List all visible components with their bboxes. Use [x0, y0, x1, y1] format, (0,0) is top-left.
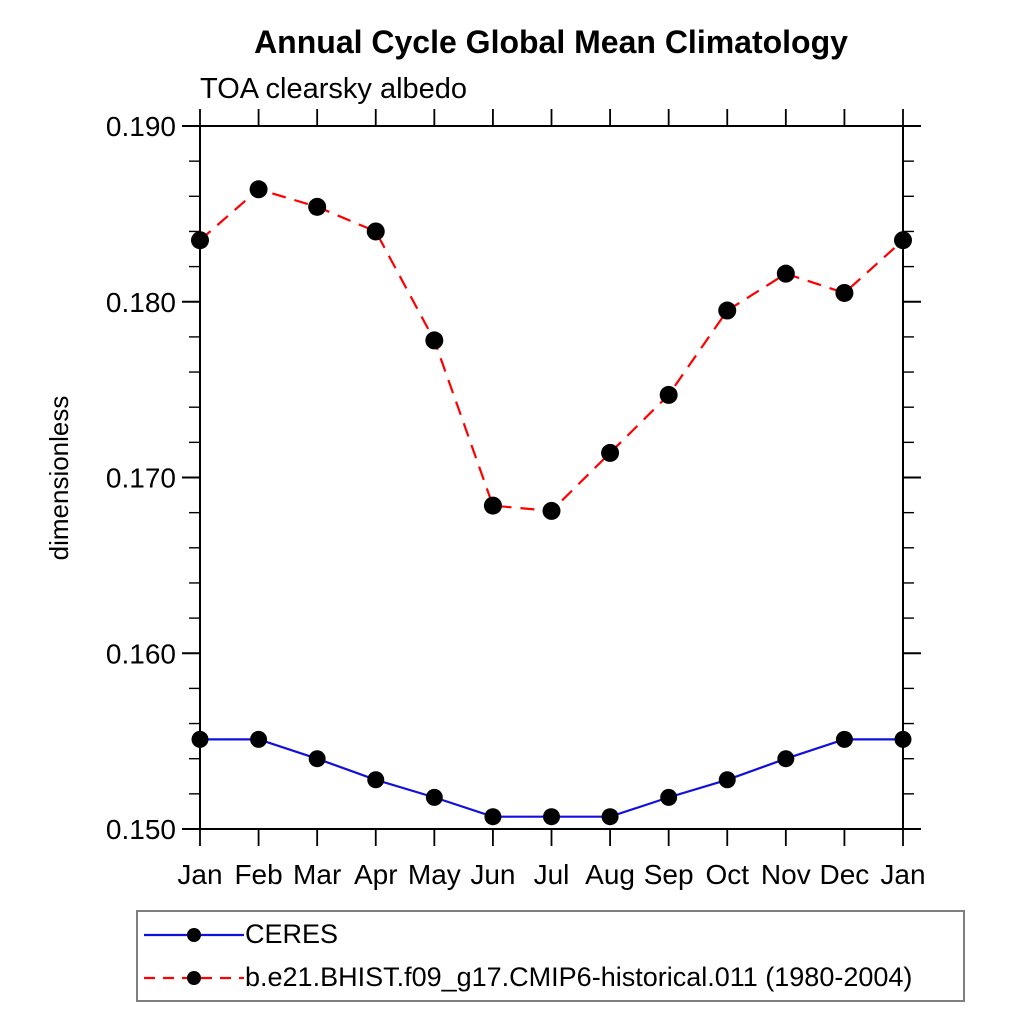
data-point-marker [601, 808, 619, 826]
data-point-marker [718, 771, 736, 789]
data-point-marker [894, 231, 912, 250]
series-line-model [199, 188, 904, 513]
data-point-marker [191, 231, 209, 250]
data-point-marker [601, 443, 620, 462]
data-point-marker [308, 197, 327, 216]
x-tick-label: Apr [354, 859, 398, 890]
data-series [191, 180, 912, 826]
y-tick-label: 0.150 [106, 814, 176, 845]
data-point-marker [718, 301, 737, 320]
x-tick-label: Dec [820, 859, 870, 890]
data-point-marker [660, 788, 678, 806]
x-tick-label: Jan [177, 859, 222, 890]
y-tick-label: 0.160 [106, 638, 176, 669]
x-tick-label: Mar [293, 859, 341, 890]
data-point-marker [542, 501, 561, 520]
data-point-marker [835, 283, 854, 302]
axes: Jan Feb Mar Apr May Jun Jul Aug Sep Oct Nov Dec Jan0… [106, 109, 926, 890]
ceres-line-sample-icon [144, 927, 244, 942]
y-axis-label: dimensionless [44, 396, 74, 561]
data-point-marker [776, 264, 795, 283]
chart-title: Annual Cycle Global Mean Climatology [254, 24, 848, 60]
x-tick-label: Nov [761, 859, 811, 890]
data-point-marker [425, 788, 443, 806]
data-point-marker [483, 496, 502, 515]
series-line-ceres [200, 738, 903, 818]
x-tick-label: Jun [470, 859, 515, 890]
y-tick-label: 0.180 [106, 287, 176, 318]
data-point-marker [308, 750, 326, 768]
x-tick-label: May [408, 859, 461, 890]
x-tick-label: Aug [585, 859, 635, 890]
x-tick-label: Jul [534, 859, 570, 890]
x-tick-label: Sep [644, 859, 694, 890]
data-point-marker [367, 771, 385, 789]
data-point-marker [894, 730, 912, 748]
legend-label-ceres: CERES [245, 919, 339, 949]
data-point-marker [484, 808, 502, 826]
data-point-marker [191, 730, 209, 748]
legend-entry-ceres: CERES [138, 913, 963, 956]
legend: CERES b.e21.BHIST.f09_g17.CMIP6-historic… [136, 910, 965, 1002]
plot-frame [199, 125, 904, 830]
data-point-marker [425, 331, 444, 350]
legend-entry-model: b.e21.BHIST.f09_g17.CMIP6-historical.011… [138, 956, 963, 999]
y-tick-label: 0.170 [106, 463, 176, 494]
data-point-marker [250, 730, 268, 748]
data-point-marker [659, 385, 678, 404]
x-tick-label: Oct [705, 859, 749, 890]
x-tick-label: Jan [880, 859, 925, 890]
legend-label-model: b.e21.BHIST.f09_g17.CMIP6-historical.011… [245, 962, 913, 992]
data-point-marker [777, 750, 795, 768]
data-point-marker [835, 730, 853, 748]
data-point-marker [543, 808, 560, 826]
y-tick-label: 0.190 [106, 111, 176, 142]
chart-subtitle: TOA clearsky albedo [200, 73, 467, 105]
model-line-sample-icon [144, 970, 244, 985]
data-point-marker [366, 222, 385, 241]
data-point-marker [249, 180, 268, 199]
x-tick-label: Feb [234, 859, 282, 890]
